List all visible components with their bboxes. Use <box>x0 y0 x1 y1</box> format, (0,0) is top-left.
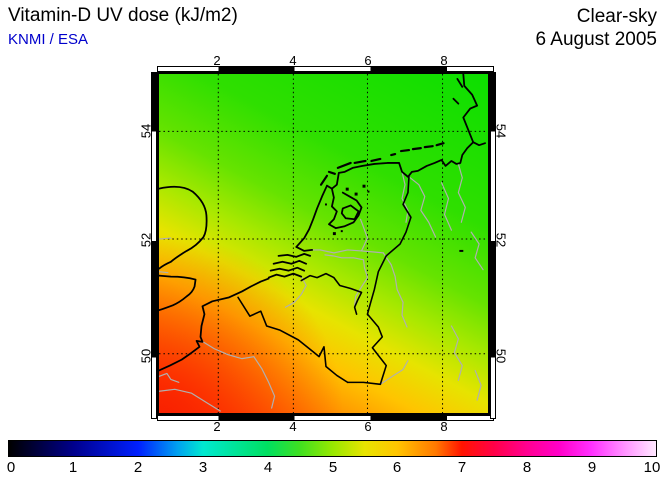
graticule-grid <box>159 74 488 413</box>
lon-tick-label-top: 6 <box>364 53 372 68</box>
colorbar-tick-label: 5 <box>328 459 338 476</box>
lat-tick-label-right: 52 <box>493 232 509 248</box>
lon-tick-label-bottom: 2 <box>213 419 221 434</box>
colorbar-tick-label: 7 <box>457 459 467 476</box>
borders-layer <box>237 175 412 386</box>
lon-tick-label-top: 4 <box>289 53 297 68</box>
data-source-label: KNMI / ESA <box>8 31 89 48</box>
colorbar-tick-label: 6 <box>392 459 402 476</box>
colorbar-tick-label: 2 <box>133 459 143 476</box>
colorbar-tick-label: 3 <box>198 459 208 476</box>
colorbar-tick-label: 8 <box>522 459 532 476</box>
colorbar-tick-label: 1 <box>68 459 78 476</box>
map-frame-top <box>157 66 494 72</box>
colorbar-labels: 0 1 2 3 4 5 6 7 8 9 10 <box>0 459 665 477</box>
plot-title: Vitamin-D UV dose (kJ/m2) <box>8 5 238 26</box>
lon-tick-label-top: 8 <box>440 53 448 68</box>
lat-tick-label-left: 50 <box>138 348 154 364</box>
lon-tick-label-top: 2 <box>213 53 221 68</box>
coastline-layer <box>159 74 486 372</box>
rivers-layer <box>159 163 484 412</box>
date-label: 6 August 2005 <box>535 29 658 50</box>
colorbar <box>8 440 657 457</box>
colorbar-tick-label: 10 <box>643 459 661 476</box>
uv-dose-field <box>159 74 488 413</box>
map-overlay-layer <box>159 74 488 413</box>
lake-dots-layer <box>324 184 464 252</box>
islands-layer <box>319 142 445 186</box>
colorbar-tick-label: 4 <box>263 459 273 476</box>
sky-condition-label: Clear-sky <box>576 6 657 27</box>
lat-tick-label-right: 54 <box>493 123 509 139</box>
lon-tick-label-bottom: 6 <box>364 419 372 434</box>
colorbar-tick-label: 0 <box>6 459 16 476</box>
lat-tick-label-left: 54 <box>138 123 154 139</box>
map-panel <box>151 66 496 421</box>
condition-block: Clear-sky 6 August 2005 <box>536 5 658 51</box>
lat-tick-label-left: 52 <box>138 232 154 248</box>
map-frame-right <box>490 72 496 419</box>
lon-tick-label-bottom: 8 <box>440 419 448 434</box>
lat-tick-label-right: 50 <box>493 348 509 364</box>
colorbar-tick-label: 9 <box>587 459 597 476</box>
lon-tick-label-bottom: 4 <box>289 419 297 434</box>
map-frame-left <box>151 72 157 419</box>
